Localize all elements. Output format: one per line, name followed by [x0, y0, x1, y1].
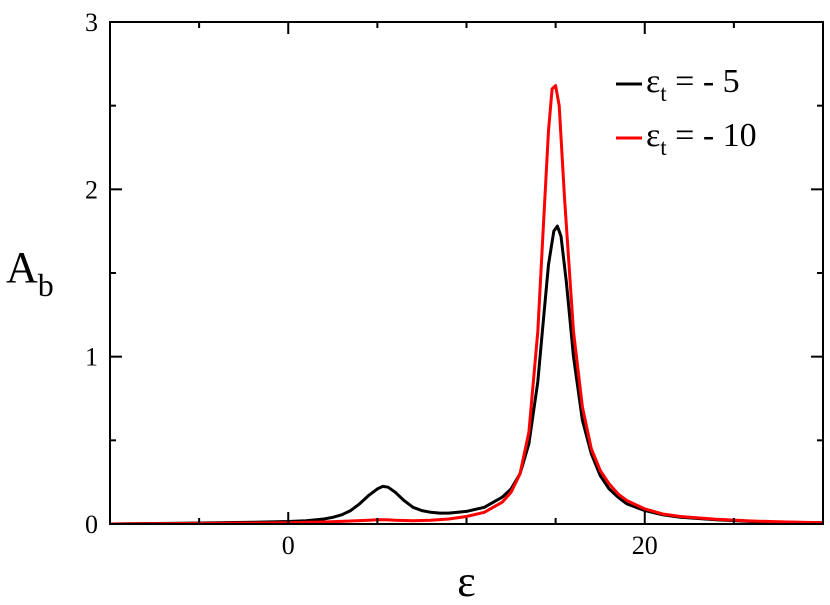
legend-entry-0: εt = - 5: [616, 63, 740, 106]
legend-label-0-sub: t: [660, 81, 667, 106]
ticks-layer: [109, 21, 824, 525]
legend-label-0: εt = - 5: [646, 63, 740, 106]
series-layer: [110, 84, 823, 524]
tick-labels-layer: 0 20 0 1 2 3: [85, 8, 658, 560]
legend-label-1-sub: t: [660, 135, 667, 160]
y-axis-label-subscript: b: [38, 267, 54, 303]
legend-label-1-eps: ε: [646, 117, 660, 154]
legend-label-0-rest: = - 5: [667, 63, 740, 100]
y-tick-label-0: 0: [85, 510, 98, 539]
legend-label-1-rest: = - 10: [667, 117, 757, 154]
x-axis-label: ε: [457, 557, 475, 605]
y-tick-label-3: 3: [85, 8, 98, 37]
x-tick-label-1: 20: [632, 531, 658, 560]
legend: εt = - 5 εt = - 10: [616, 63, 757, 160]
legend-label-1: εt = - 10: [646, 117, 757, 160]
x-tick-label-0: 0: [282, 531, 295, 560]
y-tick-label-1: 1: [85, 343, 98, 372]
series-line-0: [110, 224, 823, 524]
y-tick-label-2: 2: [85, 175, 98, 204]
y-axis-label: Ab: [6, 243, 54, 303]
series-line-1: [110, 84, 823, 524]
legend-label-0-eps: ε: [646, 63, 660, 100]
y-axis-label-base: A: [6, 243, 38, 292]
legend-entry-1: εt = - 10: [616, 117, 757, 160]
